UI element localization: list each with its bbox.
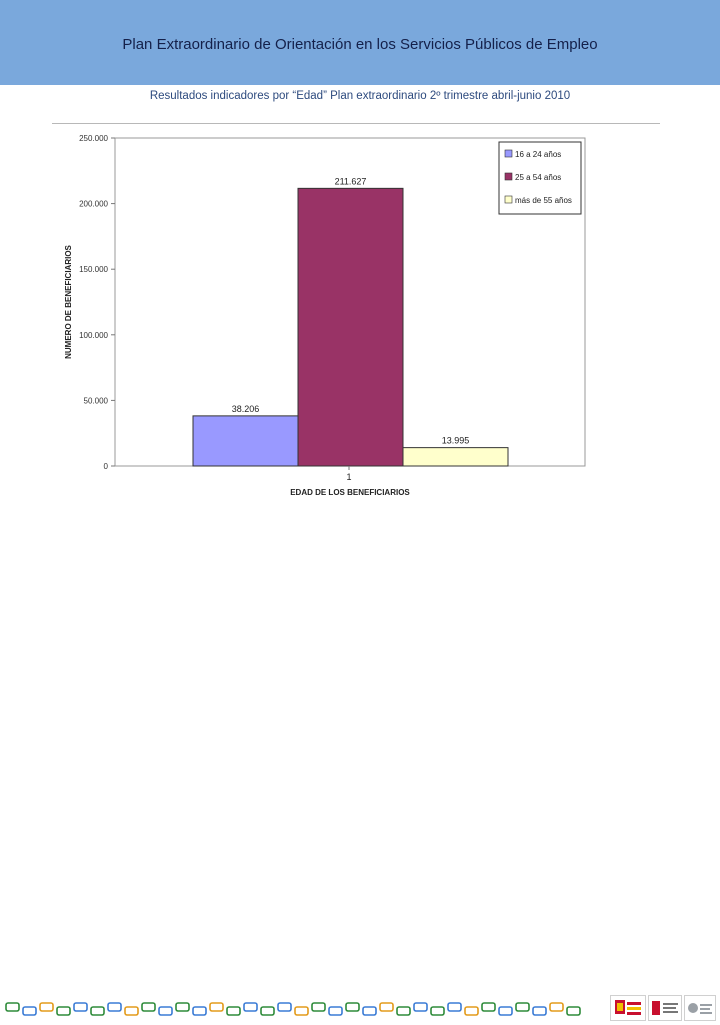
data-label-1: 38.206 <box>232 404 260 414</box>
x-axis-title: EDAD DE LOS BENEFICIARIOS <box>290 488 410 497</box>
bar-3 <box>402 447 509 467</box>
chain-link <box>379 1002 394 1012</box>
footer-logos <box>610 995 716 1021</box>
chain-link <box>124 1006 139 1016</box>
chain-link <box>311 1002 326 1012</box>
chain-link <box>5 1002 20 1012</box>
legend-swatch-2 <box>504 172 513 181</box>
chain-link <box>260 1006 275 1016</box>
data-label-2: 211.627 <box>335 176 367 186</box>
data-label-3: 13.995 <box>442 436 470 446</box>
y-tick-label: 100.000 <box>79 331 108 340</box>
employment-service-icon <box>688 1003 712 1014</box>
employment-service-logo <box>684 995 716 1021</box>
chain-link <box>192 1006 207 1016</box>
crest-icon <box>615 1000 641 1015</box>
chain-link <box>158 1006 173 1016</box>
government-crest-logo <box>610 995 646 1021</box>
chain-link <box>362 1006 377 1016</box>
chain-link <box>226 1006 241 1016</box>
ministry-icon <box>652 1001 678 1015</box>
bar-2 <box>297 187 404 467</box>
chain-link <box>39 1002 54 1012</box>
y-tick-label: 50.000 <box>84 396 109 405</box>
chain-link <box>566 1006 581 1016</box>
legend-swatch-1 <box>504 149 513 158</box>
bar-1 <box>192 415 299 467</box>
chain-link <box>413 1002 428 1012</box>
chain-link <box>481 1002 496 1012</box>
legend-label-2: 25 a 54 años <box>515 173 561 182</box>
chain-link <box>396 1006 411 1016</box>
chain-link <box>90 1006 105 1016</box>
legend-label-3: más de 55 años <box>515 196 572 205</box>
chain-link <box>430 1006 445 1016</box>
chain-link <box>277 1002 292 1012</box>
chain-link <box>243 1002 258 1012</box>
y-tick-label: 0 <box>104 462 109 471</box>
chain-link <box>22 1006 37 1016</box>
header-banner: Plan Extraordinario de Orientación en lo… <box>0 0 720 85</box>
bar-chart: 0 50.000 100.000 150.000 200.000 250.000 38.20… <box>64 134 586 497</box>
y-tick-label: 200.000 <box>79 200 108 209</box>
chain-link <box>498 1006 513 1016</box>
chain-link <box>73 1002 88 1012</box>
legend-swatch-3 <box>504 195 513 204</box>
divider <box>52 123 660 124</box>
y-axis-title: NUMERO DE BENEFICIARIOS <box>64 244 73 358</box>
footer <box>0 495 720 1021</box>
x-tick-label: 1 <box>346 472 351 482</box>
chain-link <box>515 1002 530 1012</box>
chain-link <box>464 1006 479 1016</box>
page-title: Plan Extraordinario de Orientación en lo… <box>122 36 598 53</box>
chain-link <box>328 1006 343 1016</box>
y-tick-label: 250.000 <box>79 134 108 143</box>
ministry-logo <box>648 995 682 1021</box>
chain-link <box>532 1006 547 1016</box>
chain-link <box>345 1002 360 1012</box>
chain-link <box>107 1002 122 1012</box>
chain-link <box>56 1006 71 1016</box>
chain-link <box>447 1002 462 1012</box>
legend-label-1: 16 a 24 años <box>515 150 561 159</box>
chain-link <box>209 1002 224 1012</box>
y-tick-label: 150.000 <box>79 265 108 274</box>
chain-link <box>294 1006 309 1016</box>
chain-link <box>549 1002 564 1012</box>
chart-subtitle: Resultados indicadores por “Edad” Plan e… <box>149 90 571 102</box>
chain-link <box>141 1002 156 1012</box>
decorative-chain-icon <box>5 1002 581 1016</box>
chain-link <box>175 1002 190 1012</box>
legend-box <box>498 141 582 215</box>
